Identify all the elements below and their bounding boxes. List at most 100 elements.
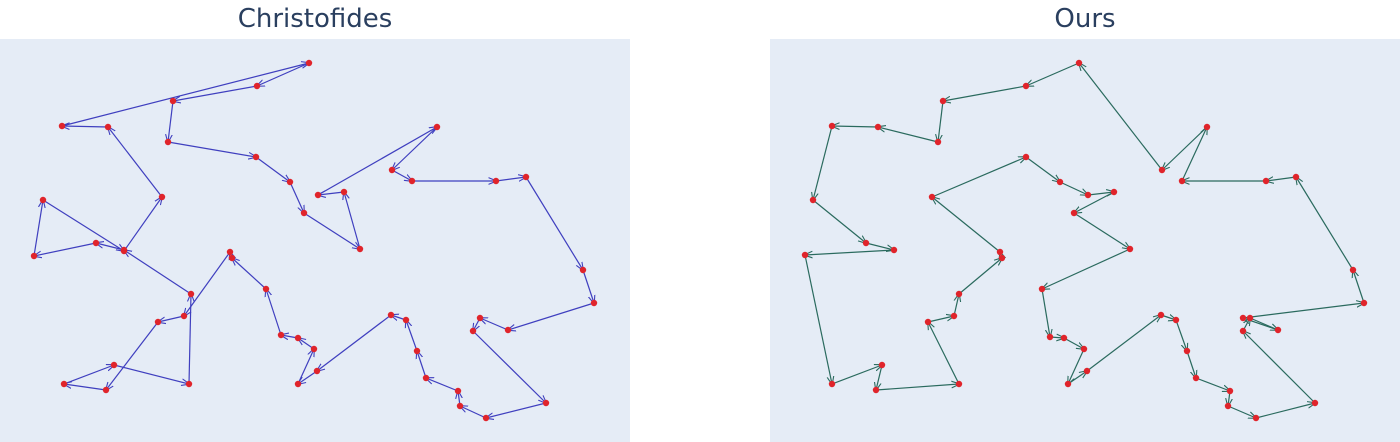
ours-city-node (1178, 177, 1186, 185)
christofides-tour-edge (168, 100, 174, 142)
ours-city-node (1360, 299, 1368, 307)
ours-city-node (1075, 59, 1083, 67)
christofides-tour-edge (289, 181, 304, 213)
ours-tour-edge (1243, 331, 1316, 404)
christofides-city-node (305, 59, 313, 67)
christofides-tour-edge (34, 242, 97, 256)
ours-tour-edge (804, 254, 832, 384)
ours-city-node (1046, 333, 1054, 341)
christofides-city-node (469, 327, 477, 335)
ours-tour-edge (832, 126, 879, 127)
ours-city-node (1274, 326, 1282, 334)
christofides-tour-edge (255, 156, 290, 182)
christofides-city-node (454, 387, 462, 395)
christofides-city-node (30, 252, 38, 260)
christofides-city-node (39, 196, 47, 204)
christofides-city-node (294, 380, 302, 388)
christofides-city-node (92, 239, 100, 247)
christofides-city-node (187, 290, 195, 298)
christofides-tour-edge (167, 141, 256, 157)
ours-city-node (1203, 123, 1211, 131)
christofides-city-node (542, 399, 550, 407)
christofides-tour-edge (42, 199, 124, 251)
ours-tour-edge (1227, 405, 1256, 418)
christofides-tour-edge (317, 314, 392, 371)
christofides-city-node (482, 414, 490, 422)
ours-city-node (1064, 380, 1072, 388)
christofides-tour-edge (62, 126, 109, 127)
chart-title-christofides: Christofides (237, 4, 393, 34)
christofides-tour-edge (508, 302, 595, 330)
christofides-city-node (579, 266, 587, 274)
ours-tour-edge (1181, 127, 1207, 182)
christofides-city-node (340, 188, 348, 196)
ours-city-node (955, 380, 963, 388)
ours-city-node (955, 290, 963, 298)
ours-tour-edge (1296, 177, 1354, 271)
tour-chart-christofides (30, 59, 598, 422)
christofides-city-node (402, 316, 410, 324)
ours-city-node (1080, 345, 1088, 353)
ours-tour-edge (1042, 248, 1131, 289)
christofides-tour-edge (392, 126, 438, 170)
christofides-city-node (277, 331, 285, 339)
ours-tour-edge (938, 100, 944, 142)
christofides-tour-edge (417, 351, 427, 379)
ours-tour-edge (1063, 337, 1084, 349)
christofides-tour-edge (63, 365, 114, 385)
christofides-tour-edge (257, 62, 310, 86)
ours-city-node (1239, 314, 1247, 322)
christofides-tour-edge (495, 177, 526, 181)
christofides-city-node (185, 380, 193, 388)
ours-city-node (872, 386, 880, 394)
christofides-tour-edge (460, 406, 487, 419)
ours-tour-edge (831, 365, 882, 385)
ours-city-node (890, 246, 898, 254)
christofides-city-node (492, 177, 500, 185)
christofides-city-node (310, 345, 318, 353)
christofides-tour-edge (113, 364, 189, 384)
ours-tour-edge (958, 258, 1002, 295)
christofides-tour-edge (61, 63, 309, 127)
christofides-city-node (226, 248, 234, 256)
christofides-city-node (253, 82, 261, 90)
christofides-city-node (313, 367, 321, 375)
ours-tour-edge (1025, 156, 1060, 182)
christofides-tour-edge (298, 370, 318, 384)
ours-tour-edge (1087, 192, 1114, 195)
ours-tour-edge (1086, 315, 1161, 372)
ours-city-node (1292, 173, 1300, 181)
christofides-tour-edge (582, 269, 594, 303)
ours-tour-edge (1059, 181, 1088, 195)
ours-tour-edge (931, 157, 1026, 198)
christofides-city-node (58, 122, 66, 130)
ours-tour-edge (1074, 191, 1115, 213)
christofides-city-node (169, 97, 177, 105)
christofides-city-node (164, 138, 172, 146)
ours-tour-edge (1068, 348, 1085, 384)
ours-city-node (1172, 316, 1180, 324)
ours-tour-edge (1079, 63, 1163, 171)
ours-tour-edge (1186, 350, 1196, 378)
christofides-city-node (504, 326, 512, 334)
christofides-tour-edge (33, 200, 43, 257)
christofides-city-node (228, 254, 236, 262)
ours-tour-edge (943, 85, 1027, 101)
christofides-city-node (286, 178, 294, 186)
christofides-tour-edge (266, 289, 282, 336)
ours-tour-edge (1175, 319, 1187, 351)
ours-city-node (939, 97, 947, 105)
ours-city-node (1252, 414, 1260, 422)
ours-tour-edge (1353, 270, 1365, 304)
ours-city-node (950, 312, 958, 320)
christofides-tour-edge (124, 250, 192, 295)
christofides-city-node (476, 314, 484, 322)
christofides-city-node (413, 347, 421, 355)
tour-chart-ours (801, 59, 1368, 422)
christofides-tour-edge (232, 258, 267, 290)
ours-city-node (1022, 153, 1030, 161)
ours-tour-edge (1067, 371, 1087, 385)
ours-tour-edge (1026, 62, 1080, 86)
ours-city-node (809, 196, 817, 204)
christofides-tour-edge (123, 197, 162, 252)
